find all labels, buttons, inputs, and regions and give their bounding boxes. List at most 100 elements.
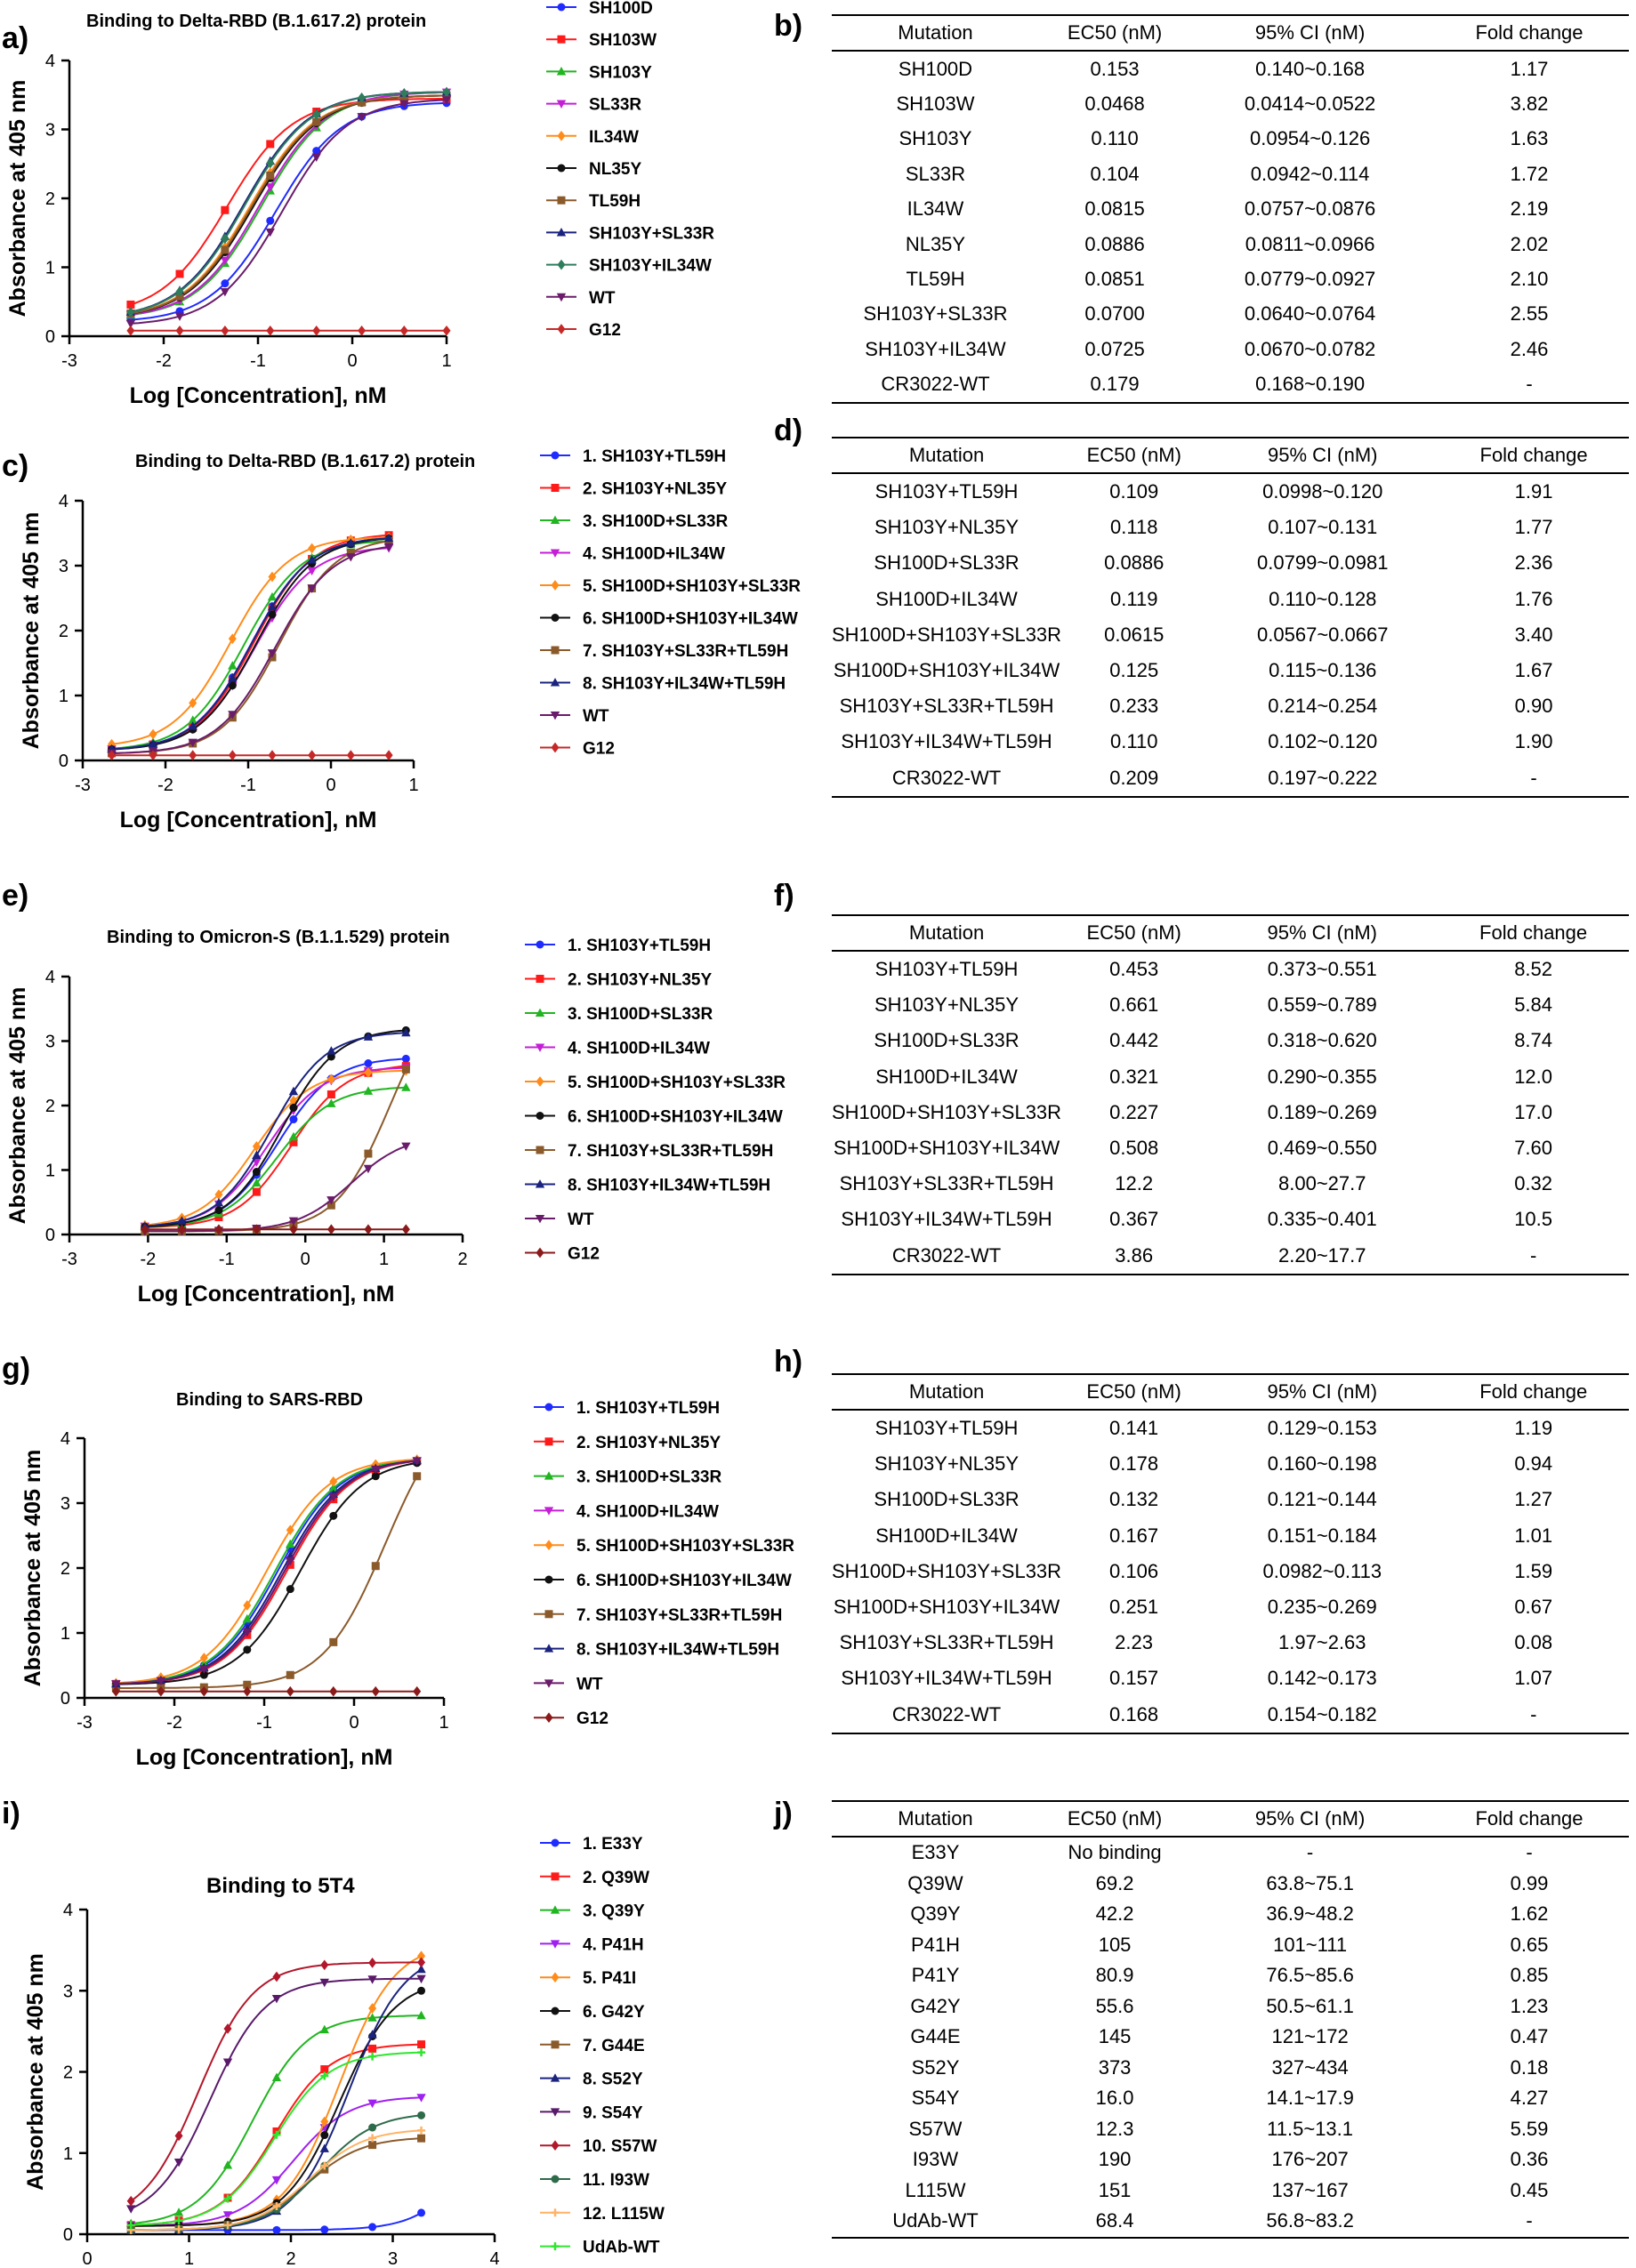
data-point (326, 1090, 335, 1099)
data-point (243, 1630, 252, 1639)
legend-marker (550, 515, 560, 525)
data-point (371, 1472, 380, 1481)
data-point (371, 1463, 381, 1473)
data-point (399, 92, 408, 102)
table-row: CR3022-WT 0.209 0.197~0.222- (832, 760, 1629, 798)
data-point (417, 2048, 426, 2057)
data-point (125, 307, 136, 316)
legend-marker (551, 1972, 560, 1983)
data-point (188, 715, 197, 724)
data-point (286, 1585, 294, 1594)
data-point (346, 750, 355, 761)
legend-label: SH103W (589, 31, 657, 50)
data-point (221, 279, 230, 288)
x-tick-label: -1 (250, 351, 266, 371)
table-cell: 0.0725 (1084, 337, 1145, 360)
data-point (286, 1685, 294, 1697)
y-tick-label: 2 (45, 1097, 55, 1116)
fit-curve (111, 547, 390, 751)
legend-label: 1. SH103Y+TL59H (568, 937, 711, 955)
legend-marker (536, 940, 544, 949)
data-point (272, 2202, 281, 2211)
legend-marker (544, 1540, 553, 1551)
legend-label: SH100D (589, 0, 653, 18)
table-cell: 80.9 (1095, 1964, 1134, 1987)
data-point (286, 1556, 295, 1565)
table-cell: 0.0640~0.0764 (1244, 302, 1376, 326)
data-point (358, 99, 367, 108)
table-cell: 0.45 (1510, 2178, 1549, 2201)
legend-label: 8. SH103Y+IL34W+TL59H (583, 675, 786, 694)
data-point (265, 186, 275, 195)
data-point (111, 1684, 120, 1693)
table-cell: 0.189~0.269 (1267, 1100, 1377, 1123)
data-point (328, 1489, 338, 1499)
table-cell: 5.84 (1514, 993, 1553, 1017)
data-point (417, 2040, 426, 2049)
y-axis-label: Absorbance at 405 nm (19, 512, 44, 750)
fit-curve (130, 99, 447, 325)
legend-label: 8. SH103Y+IL34W+TL59H (568, 1177, 770, 1195)
table-cell: 12.2 (1115, 1172, 1154, 1195)
table-cell: 12.3 (1095, 2117, 1134, 2140)
table-cell: 0.141 (1109, 1417, 1159, 1440)
table-row: SH100D+SL33R 0.0886 0.0799~0.0981 2.36 (832, 545, 1629, 581)
table-row: SH103Y+IL34W+TL59H 0.367 0.335~0.401 10.5 (832, 1202, 1629, 1237)
x-tick-label: 1 (184, 2249, 194, 2268)
data-point (221, 245, 230, 254)
data-point (384, 534, 393, 543)
data-point (326, 1196, 336, 1205)
data-point (149, 750, 157, 761)
data-point (368, 2044, 377, 2053)
data-point (126, 2222, 135, 2231)
data-point (175, 307, 184, 316)
table-cell: 0.0982~0.113 (1262, 1559, 1382, 1582)
table-cell: SH103Y+SL33R+TL59H (839, 695, 1054, 718)
fit-curve (111, 540, 390, 750)
data-point (401, 1054, 410, 1063)
data-point (399, 100, 409, 109)
fit-curve (116, 1460, 417, 1685)
data-point (346, 549, 355, 558)
x-axis-label: Log [Concentration], nM (138, 1282, 395, 1307)
data-point (126, 2225, 135, 2234)
table-cell: 0.104 (1090, 162, 1140, 185)
data-point (371, 1463, 380, 1472)
x-tick-label: -3 (77, 1713, 93, 1733)
data-point (417, 1986, 426, 1995)
table-cell: 0.0670~0.0782 (1244, 337, 1376, 360)
chart-title: Binding to Delta-RBD (B.1.617.2) protein (135, 452, 475, 471)
legend-label: SL33R (589, 96, 641, 115)
table-cell: 0.318~0.620 (1267, 1029, 1377, 1052)
panel-label-c: c) (2, 449, 29, 483)
legend-label: 3. SH100D+SL33R (583, 512, 728, 531)
data-point (311, 109, 321, 117)
table-row: SH103Y+SL33R 0.0700 0.0640~0.0764 2.55 (832, 297, 1629, 332)
data-point (286, 1556, 295, 1566)
legend-marker (550, 1905, 560, 1914)
data-point (399, 87, 408, 99)
x-tick-label: 0 (326, 776, 335, 795)
data-point (329, 1511, 338, 1520)
fit-curve (111, 537, 390, 751)
table-cell: SH100D+SH103Y+IL34W (833, 1137, 1060, 1160)
fit-curve (116, 1459, 417, 1685)
data-point (243, 1600, 252, 1611)
table-row: G44E 145 121~172 0.47 (832, 2022, 1629, 2053)
data-point (252, 1224, 261, 1235)
series-sh103y (125, 87, 452, 319)
table-cell: 1.59 (1514, 1559, 1553, 1582)
series-7-sh103y-sl33r-tl59h (108, 536, 393, 758)
table-cell: SH103Y+TL59H (874, 480, 1019, 503)
fit-curve (144, 1066, 407, 1227)
table-cell: SH103Y+TL59H (874, 958, 1019, 981)
table-cell: 0.32 (1514, 1172, 1553, 1195)
data-point (177, 1220, 186, 1229)
data-point (214, 1197, 224, 1207)
data-point (312, 115, 321, 126)
fit-curve (130, 91, 447, 316)
fit-curve (131, 2043, 422, 2226)
fit-curve (130, 101, 447, 321)
series-sh103y-il34w (126, 86, 451, 318)
data-point (157, 1677, 165, 1686)
